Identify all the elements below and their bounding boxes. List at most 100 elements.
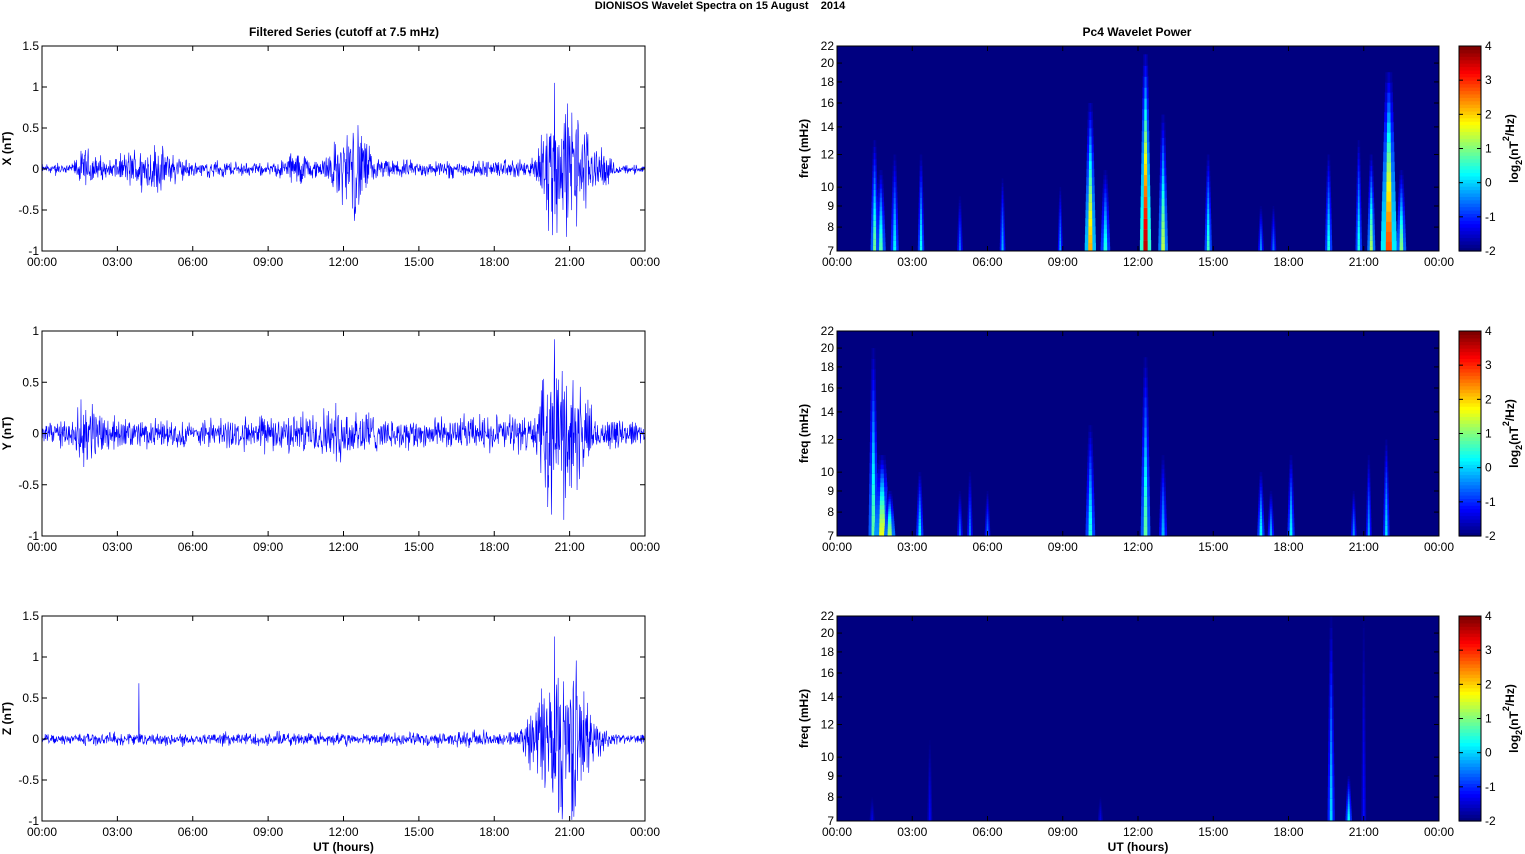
colorbar-tick-label: 2 — [1485, 677, 1492, 691]
power-cell — [1370, 159, 1372, 166]
colorbar-swatch — [1459, 495, 1481, 500]
colorbar-swatch — [1459, 633, 1481, 638]
power-burst — [868, 348, 879, 537]
power-cell — [1362, 752, 1365, 765]
power-cell — [969, 504, 971, 509]
power-cell — [1143, 174, 1148, 186]
power-cell — [1357, 214, 1360, 221]
power-cell — [1207, 197, 1210, 204]
colorbar-tick-label: 0 — [1485, 461, 1492, 475]
power-cell — [1290, 491, 1292, 497]
power-cell — [1207, 229, 1210, 236]
power-cell — [968, 525, 971, 530]
power-cell — [871, 810, 873, 813]
colorbar-swatch — [1459, 643, 1481, 648]
colorbar-swatch — [1459, 49, 1481, 54]
power-cell — [1143, 207, 1148, 219]
power-cell — [879, 237, 883, 243]
power-cell — [1104, 197, 1107, 203]
power-cell — [887, 531, 892, 535]
power-cell — [1059, 208, 1061, 213]
power-cell — [1144, 426, 1147, 438]
power-cell — [929, 798, 931, 804]
y-tick-label: 14 — [821, 405, 835, 419]
power-cell — [879, 518, 885, 524]
power-cell — [894, 154, 896, 161]
power-cell — [1089, 443, 1092, 451]
power-cell — [1385, 503, 1388, 510]
power-cell — [1259, 504, 1262, 509]
power-cell — [1327, 181, 1330, 188]
colorbar-swatch — [1459, 172, 1481, 177]
colorbar-swatch — [1459, 749, 1481, 754]
colorbar-swatch — [1459, 158, 1481, 163]
power-cell — [1089, 462, 1092, 469]
power-cell — [968, 532, 971, 537]
power-cell — [1144, 466, 1147, 477]
power-cell — [959, 506, 961, 510]
power-cell — [1143, 240, 1148, 252]
power-cell — [928, 812, 931, 818]
power-cell — [1400, 188, 1403, 194]
power-cell — [871, 811, 873, 814]
colorbar-swatch — [1459, 69, 1481, 74]
colorbar-swatch — [1459, 515, 1481, 520]
power-cell — [1399, 215, 1403, 221]
power-cell — [1290, 468, 1292, 474]
colorbar-swatch — [1459, 477, 1481, 482]
x-tick-label: 18:00 — [479, 255, 509, 269]
colorbar-swatch — [1459, 786, 1481, 791]
power-cell — [893, 202, 896, 209]
power-cell — [893, 245, 897, 252]
power-cell — [873, 232, 877, 240]
power-cell — [871, 807, 873, 810]
x-tick-label: 09:00 — [253, 825, 283, 839]
power-cell — [959, 516, 961, 520]
power-cell — [871, 802, 873, 805]
x-tick-label: 12:00 — [1123, 255, 1153, 269]
x-tick-label: 00:00 — [630, 255, 660, 269]
power-cell — [1059, 201, 1061, 206]
power-burst — [1258, 206, 1264, 252]
power-cell — [893, 192, 896, 198]
power-cell — [880, 170, 882, 176]
power-cell — [1362, 798, 1365, 811]
power-cell — [1089, 152, 1092, 162]
power-cell — [1290, 459, 1292, 465]
colorbar-swatch — [1459, 372, 1481, 377]
x-tick-label: 21:00 — [1349, 255, 1379, 269]
colorbar-tick-label: -2 — [1485, 244, 1496, 258]
colorbar-swatch — [1459, 790, 1481, 795]
colorbar-swatch — [1459, 104, 1481, 109]
power-cell — [1368, 482, 1370, 488]
power-cell — [1259, 511, 1262, 516]
colorbar-swatch — [1459, 141, 1481, 146]
power-cell — [1385, 530, 1388, 537]
power-cell — [1363, 672, 1365, 685]
power-cell — [888, 498, 891, 502]
colorbar-swatch — [1459, 179, 1481, 184]
x-tick-label: 03:00 — [102, 255, 132, 269]
power-burst — [1350, 491, 1357, 537]
colorbar-swatch — [1459, 220, 1481, 225]
power-cell — [1088, 242, 1093, 252]
power-cell — [1362, 786, 1365, 799]
power-cell — [871, 801, 873, 803]
power-cell — [893, 165, 896, 172]
y-axis-label: freq (mHz) — [797, 689, 811, 748]
power-cell — [1143, 526, 1148, 537]
power-cell — [986, 513, 989, 517]
colorbar-swatch — [1459, 745, 1481, 750]
power-cell — [1352, 523, 1355, 527]
power-cell — [872, 400, 875, 412]
colorbar-swatch — [1459, 402, 1481, 407]
power-cell — [1385, 525, 1388, 532]
power-cell — [888, 503, 891, 507]
colorbar-swatch — [1459, 90, 1481, 95]
colorbar-swatch — [1459, 413, 1481, 418]
power-burst — [1057, 187, 1063, 252]
power-cell — [872, 348, 875, 360]
power-cell — [1357, 232, 1360, 240]
power-cell — [1059, 240, 1062, 245]
